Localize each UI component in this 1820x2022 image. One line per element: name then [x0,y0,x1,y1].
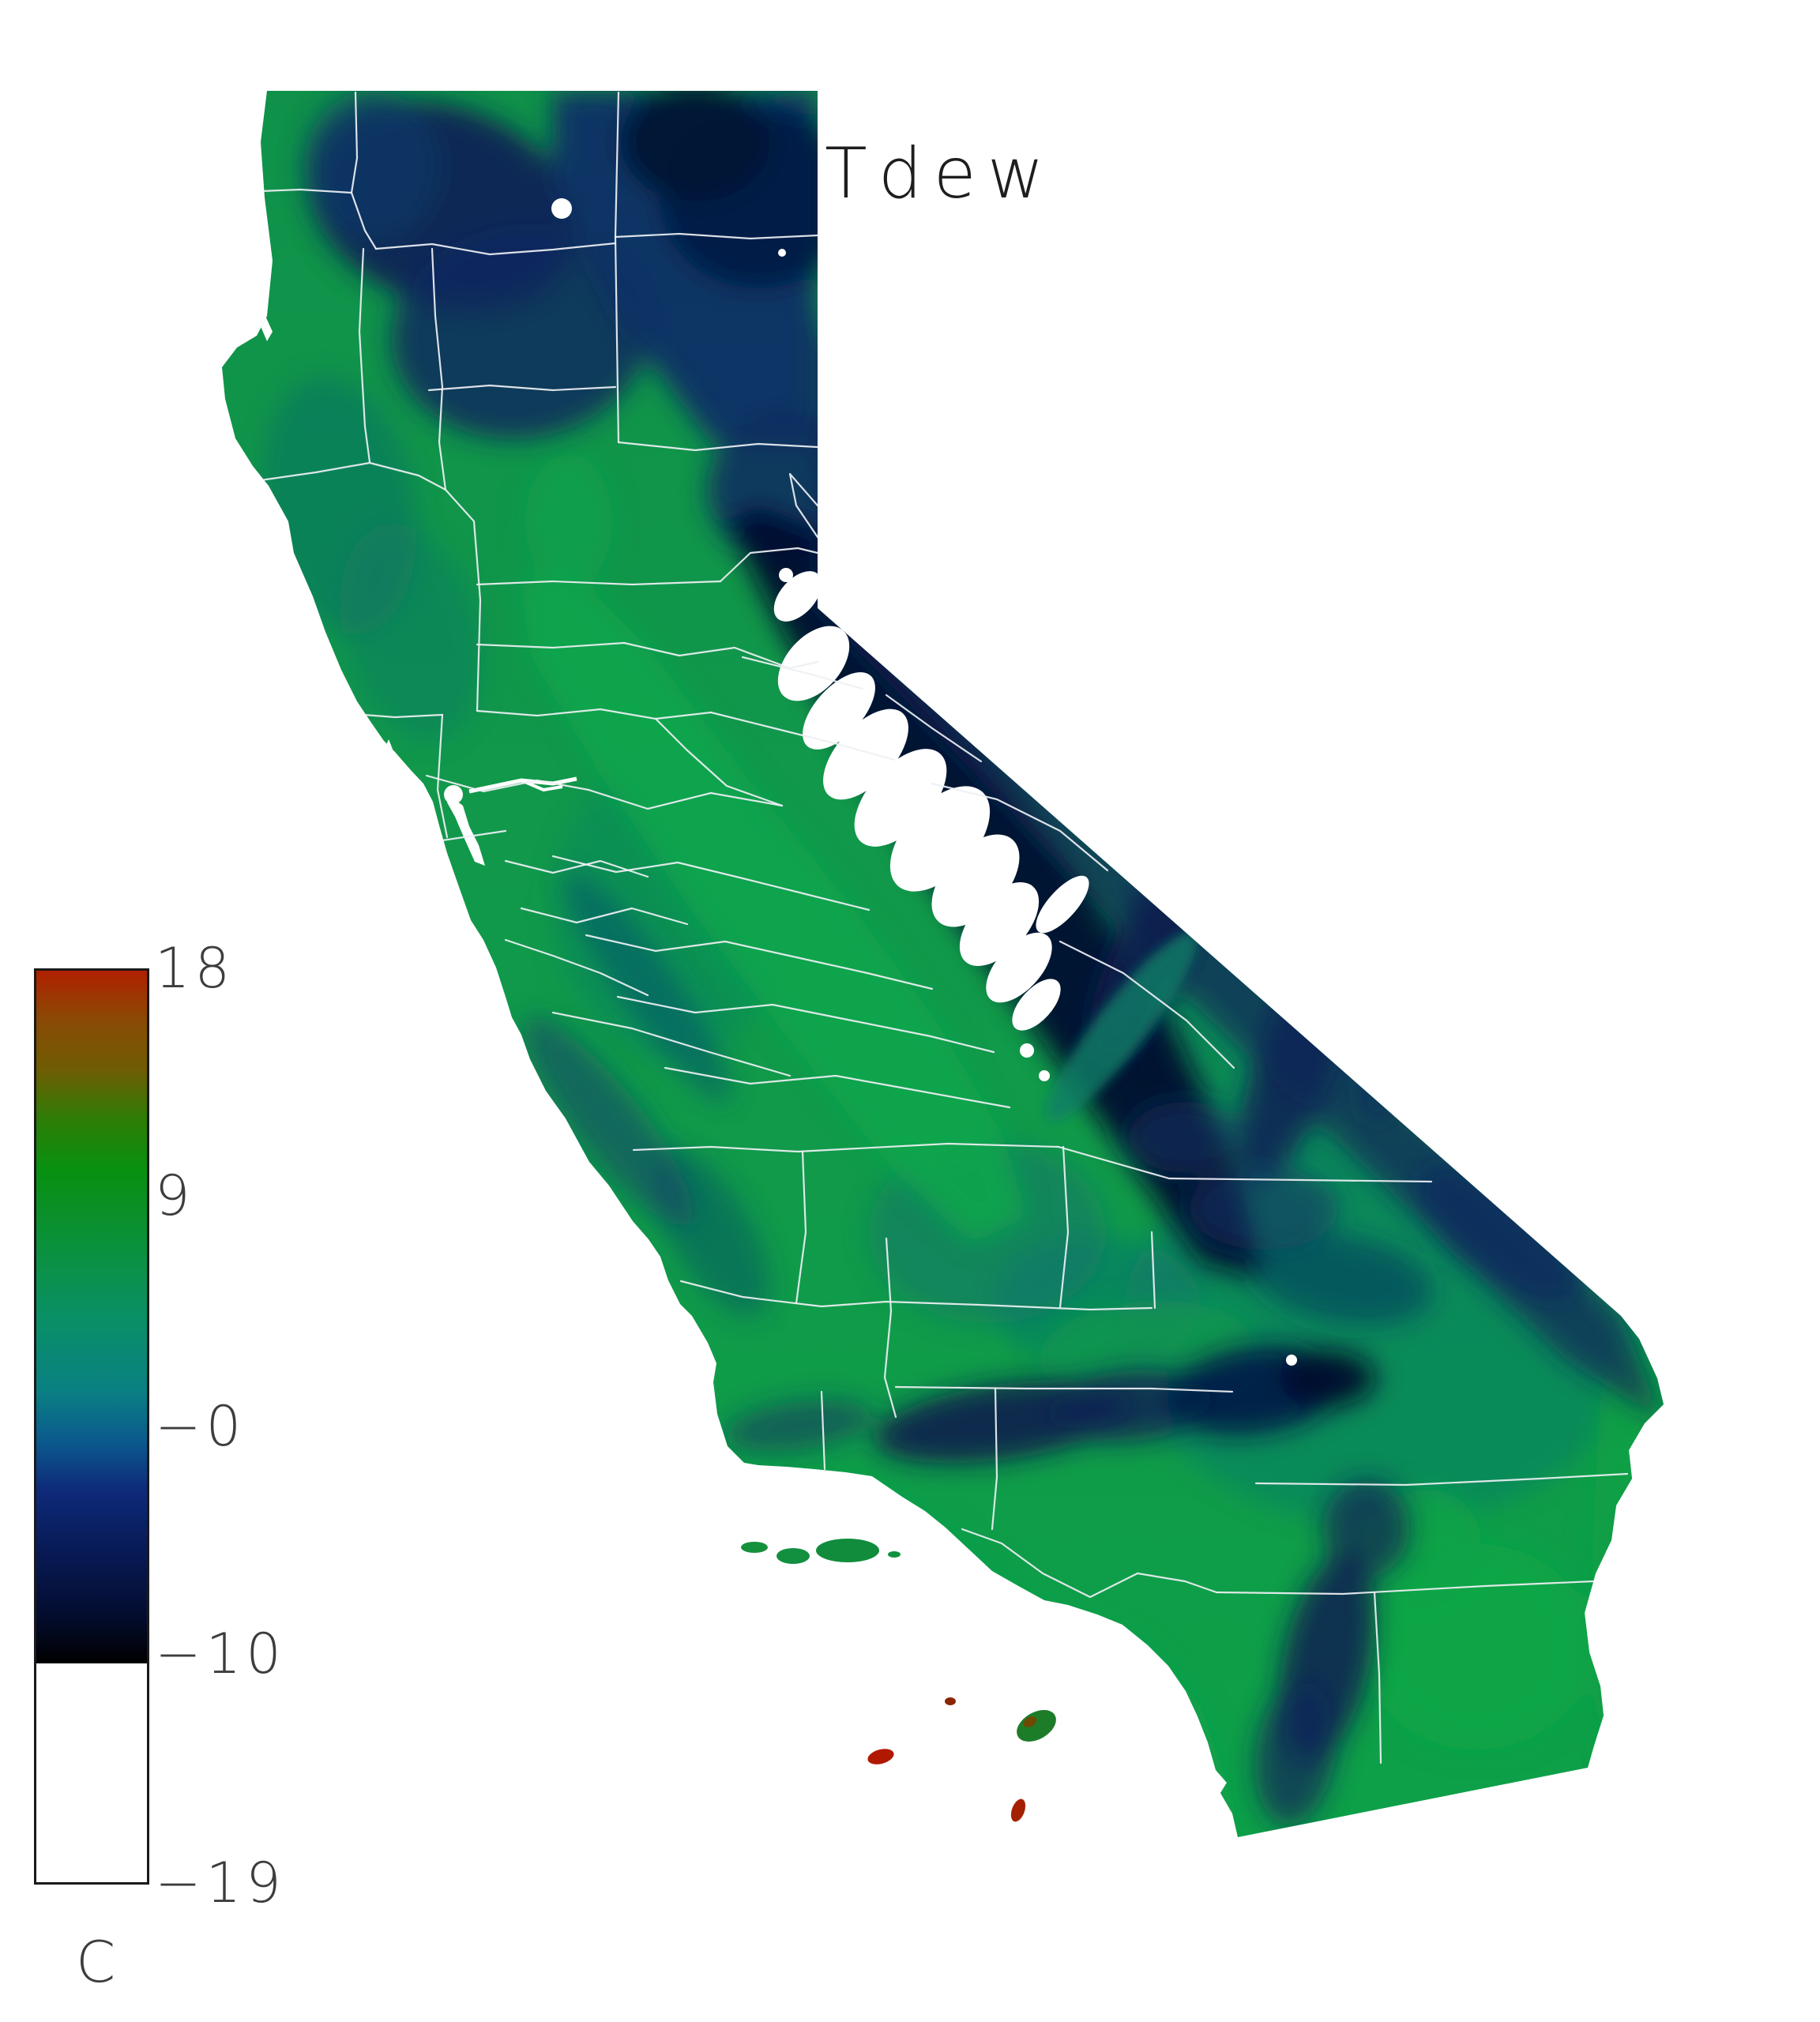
colorbar-below-min-segment [36,1663,147,1882]
colorbar [34,968,149,1885]
san-gorgonio-dot [1286,1355,1297,1366]
santa-cruz-island [816,1539,879,1562]
colorbar-tick-18: 18 [155,936,235,1001]
santa-rosa-island [777,1548,810,1564]
owens-valley-strip [1046,932,1198,1122]
colorbar-gradient [36,971,147,1663]
colorbar-units-label: C [76,1929,116,1995]
santa-catalina-island [1017,1710,1056,1742]
san-nicolas-island [867,1749,894,1765]
colorbar-tick-0: −0 [155,1394,246,1459]
san-clemente-island [1010,1798,1026,1822]
colorbar-tick-9: 9 [155,1163,195,1228]
colorbar-tick-m10: −10 [155,1622,286,1686]
anacapa-island [888,1551,901,1558]
mount-shasta-dot [551,198,572,219]
san-miguel-island [741,1542,768,1553]
channel-islands [741,1539,1056,1822]
plot-title: Tdew [825,133,1055,214]
santa-barbara-island [945,1697,956,1705]
sierra-crest-blank-patches [551,198,1297,1366]
colorbar-tick-m19: −19 [155,1851,286,1915]
